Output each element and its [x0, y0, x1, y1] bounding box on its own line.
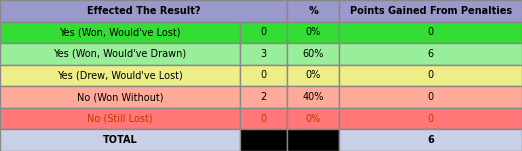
Bar [287, 65, 339, 86]
Bar [0, 108, 240, 129]
Text: Yes (Drew, Would've Lost): Yes (Drew, Would've Lost) [57, 71, 183, 80]
Text: 60%: 60% [303, 49, 324, 59]
Text: 0%: 0% [305, 27, 321, 37]
Text: Yes (Won, Would've Lost): Yes (Won, Would've Lost) [60, 27, 181, 37]
Text: 3: 3 [260, 49, 267, 59]
Bar [339, 86, 522, 108]
Bar [287, 43, 339, 65]
Bar [339, 65, 522, 86]
Bar [0, 86, 240, 108]
Bar [287, 108, 339, 129]
Bar [287, 0, 339, 22]
Bar [339, 108, 522, 129]
Bar [240, 22, 287, 43]
Text: 0: 0 [260, 71, 267, 80]
Text: 0: 0 [428, 71, 434, 80]
Text: 6: 6 [428, 135, 434, 145]
Bar [240, 43, 287, 65]
Bar [339, 43, 522, 65]
Bar [287, 129, 339, 151]
Text: No (Still Lost): No (Still Lost) [87, 114, 153, 124]
Text: 0: 0 [428, 92, 434, 102]
Bar [339, 22, 522, 43]
Text: 40%: 40% [303, 92, 324, 102]
Text: Effected The Result?: Effected The Result? [87, 6, 200, 16]
Text: 0: 0 [260, 114, 267, 124]
Bar [0, 65, 240, 86]
Bar [339, 0, 522, 22]
Bar [287, 22, 339, 43]
Bar [240, 86, 287, 108]
Bar [240, 129, 287, 151]
Text: 0: 0 [428, 27, 434, 37]
Text: 6: 6 [428, 49, 434, 59]
Bar [0, 0, 287, 22]
Text: Yes (Won, Would've Drawn): Yes (Won, Would've Drawn) [53, 49, 187, 59]
Bar [339, 129, 522, 151]
Text: 0%: 0% [305, 114, 321, 124]
Text: TOTAL: TOTAL [103, 135, 137, 145]
Bar [287, 86, 339, 108]
Bar [240, 108, 287, 129]
Text: No (Won Without): No (Won Without) [77, 92, 163, 102]
Text: Points Gained From Penalties: Points Gained From Penalties [350, 6, 512, 16]
Bar [0, 43, 240, 65]
Text: 2: 2 [260, 92, 267, 102]
Bar [0, 129, 240, 151]
Text: 0%: 0% [305, 71, 321, 80]
Bar [0, 22, 240, 43]
Text: 0: 0 [428, 114, 434, 124]
Text: %: % [309, 6, 318, 16]
Bar [240, 65, 287, 86]
Text: 0: 0 [260, 27, 267, 37]
